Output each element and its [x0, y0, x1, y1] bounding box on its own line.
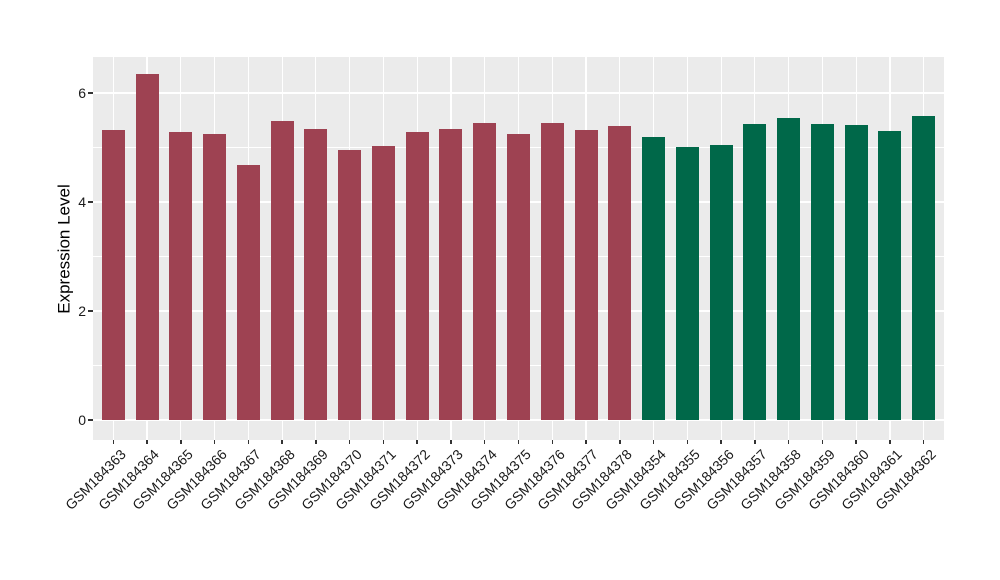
bar-GSM184367 — [236, 164, 260, 420]
bar-GSM184355 — [675, 146, 699, 420]
x-tick-mark — [112, 440, 114, 444]
x-tick-mark — [821, 440, 824, 444]
chart-panel — [93, 57, 944, 440]
bar-GSM184358 — [777, 118, 801, 420]
bar-GSM184360 — [844, 125, 868, 420]
x-tick-mark — [315, 440, 317, 444]
bar-GSM184368 — [270, 120, 294, 420]
bar-GSM184354 — [642, 136, 666, 420]
bar-GSM184373 — [439, 128, 463, 420]
y-tick-mark — [88, 201, 93, 203]
bar-GSM184378 — [608, 126, 632, 420]
x-tick-mark — [922, 440, 925, 444]
bar-GSM184362 — [912, 116, 936, 420]
x-tick-mark — [213, 440, 216, 444]
x-tick-mark — [416, 440, 418, 444]
x-tick-mark — [652, 440, 655, 444]
bar-GSM184377 — [574, 130, 598, 420]
x-tick-mark — [754, 440, 756, 444]
y-tick-mark — [88, 419, 93, 421]
y-tick-mark — [88, 92, 93, 94]
x-tick-mark — [382, 440, 385, 444]
bar-GSM184369 — [304, 128, 328, 420]
bar-GSM184374 — [473, 122, 497, 420]
x-tick-mark — [281, 440, 283, 444]
x-tick-mark — [450, 440, 452, 444]
x-tick-mark — [686, 440, 689, 444]
bar-GSM184370 — [338, 150, 362, 420]
y-axis-title-box: Expression Level — [52, 57, 78, 440]
x-tick-mark — [619, 440, 621, 444]
x-tick-mark — [180, 440, 182, 444]
y-tick-label: 4 — [78, 193, 86, 210]
y-tick-mark — [88, 310, 93, 312]
bar-GSM184376 — [540, 122, 564, 420]
bar-GSM184356 — [709, 145, 733, 420]
bar-GSM184364 — [135, 73, 159, 420]
y-tick-label: 6 — [78, 84, 86, 101]
x-tick-mark — [551, 440, 554, 444]
bar-GSM184375 — [507, 133, 530, 420]
bar-GSM184365 — [169, 132, 193, 420]
x-tick-mark — [787, 440, 790, 444]
x-tick-mark — [720, 440, 722, 444]
bar-GSM184372 — [405, 132, 429, 420]
x-tick-mark — [247, 440, 250, 444]
y-tick-label: 0 — [78, 411, 86, 428]
bar-GSM184366 — [203, 134, 227, 420]
bar-GSM184363 — [101, 130, 125, 420]
bar-GSM184361 — [878, 131, 902, 420]
bar-GSM184359 — [810, 124, 834, 420]
bar-GSM184357 — [743, 124, 767, 420]
x-tick-mark — [348, 440, 351, 444]
x-tick-mark — [146, 440, 148, 444]
y-tick-label: 2 — [78, 302, 86, 319]
x-tick-mark — [585, 440, 587, 444]
x-tick-mark — [889, 440, 891, 444]
x-tick-mark — [855, 440, 857, 444]
x-tick-mark — [483, 440, 486, 444]
x-tick-mark — [517, 440, 520, 444]
bar-GSM184371 — [371, 145, 395, 420]
